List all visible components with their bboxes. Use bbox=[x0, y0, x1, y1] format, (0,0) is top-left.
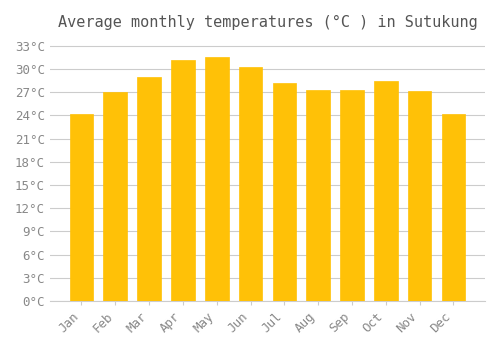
Bar bbox=[442, 114, 465, 301]
Bar bbox=[374, 80, 398, 301]
Title: Average monthly temperatures (°C ) in Sutukung: Average monthly temperatures (°C ) in Su… bbox=[58, 15, 478, 30]
Bar bbox=[340, 90, 364, 301]
Bar bbox=[104, 92, 127, 301]
Bar bbox=[238, 68, 262, 301]
Bar bbox=[171, 60, 194, 301]
Bar bbox=[408, 91, 432, 301]
Bar bbox=[205, 57, 229, 301]
Bar bbox=[272, 83, 296, 301]
Bar bbox=[306, 90, 330, 301]
Bar bbox=[138, 77, 161, 301]
Bar bbox=[70, 114, 94, 301]
